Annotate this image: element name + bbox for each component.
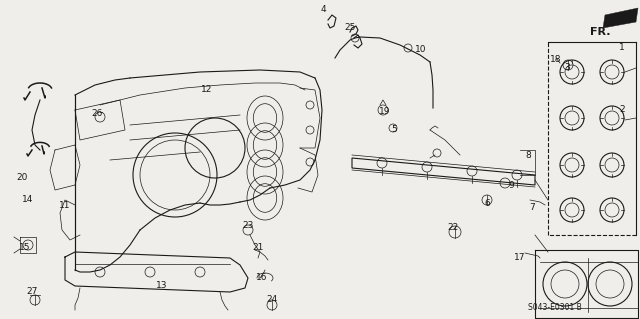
Text: 4: 4	[320, 5, 326, 14]
Text: 19: 19	[380, 108, 391, 116]
Text: 16: 16	[256, 273, 268, 283]
Text: 17: 17	[515, 254, 525, 263]
Text: 18: 18	[550, 56, 562, 64]
Text: 23: 23	[243, 220, 253, 229]
Text: S043-E0301 B: S043-E0301 B	[528, 303, 582, 313]
Text: 8: 8	[525, 152, 531, 160]
Text: 27: 27	[26, 287, 38, 296]
Text: 22: 22	[447, 224, 459, 233]
Text: 6: 6	[484, 198, 490, 207]
Text: 21: 21	[252, 243, 264, 253]
Text: 9: 9	[508, 181, 514, 189]
Text: 24: 24	[266, 295, 278, 305]
Text: 25: 25	[344, 24, 356, 33]
Text: 3: 3	[564, 63, 570, 72]
Text: 20: 20	[16, 174, 28, 182]
Text: 2: 2	[619, 106, 625, 115]
Text: 12: 12	[202, 85, 212, 94]
Text: 1: 1	[619, 43, 625, 53]
Text: 5: 5	[391, 125, 397, 135]
Text: 11: 11	[60, 201, 71, 210]
Polygon shape	[603, 8, 638, 28]
Text: 14: 14	[22, 196, 34, 204]
Text: 7: 7	[529, 203, 535, 211]
Text: FR.: FR.	[590, 27, 611, 37]
Text: 26: 26	[92, 108, 102, 117]
Text: 10: 10	[415, 46, 427, 55]
Text: 15: 15	[19, 243, 31, 253]
Text: 13: 13	[156, 280, 168, 290]
